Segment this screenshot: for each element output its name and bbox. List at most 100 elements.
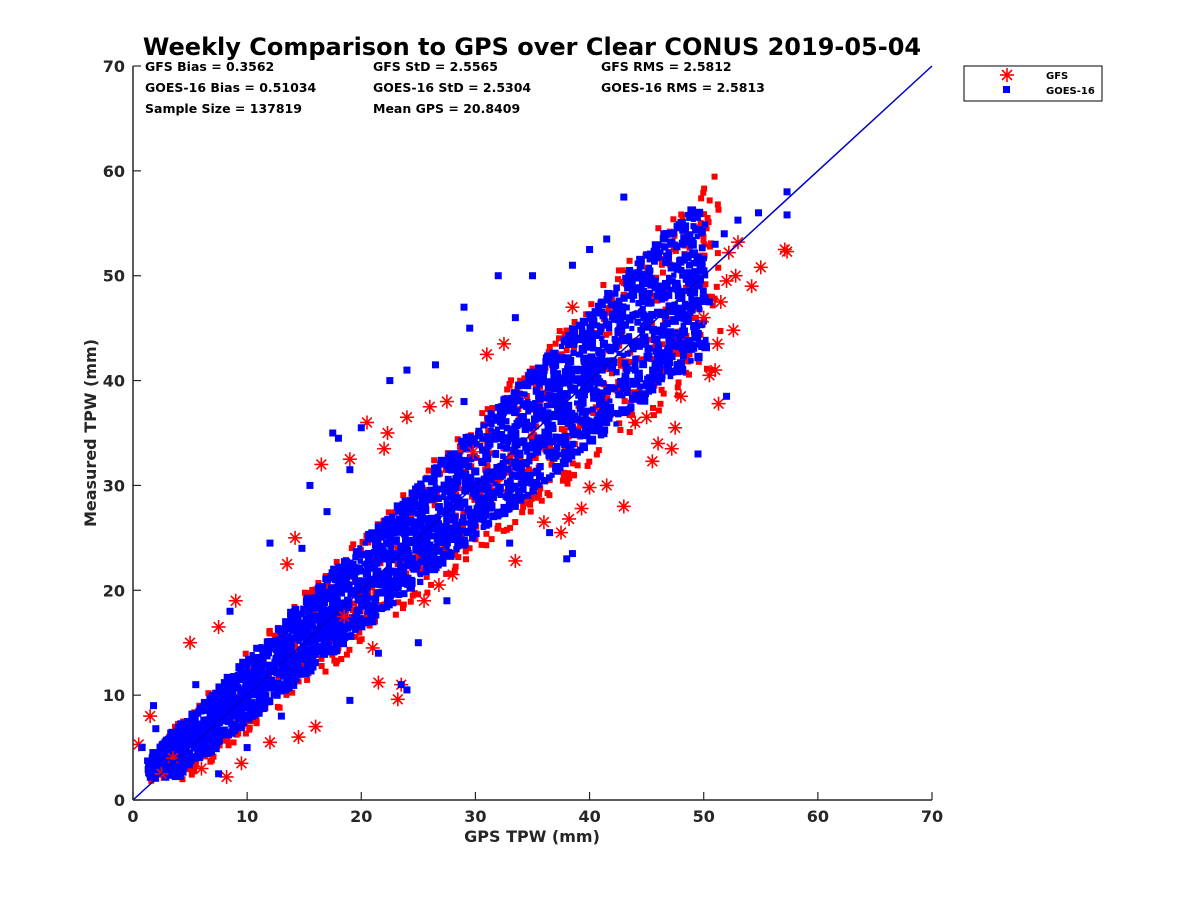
goes16-point — [192, 681, 200, 689]
gfs-point — [431, 578, 446, 593]
goes16-point — [374, 649, 382, 657]
x-tick-label: 20 — [350, 807, 372, 826]
goes16-point — [471, 492, 479, 500]
goes16-point — [226, 607, 234, 615]
gfs-point — [422, 399, 437, 414]
stat-goes-bias: GOES-16 Bias = 0.51034 — [145, 80, 316, 95]
axes: 0 10 20 30 40 50 60 70 0 10 20 30 40 50 60 70 — [103, 57, 943, 826]
goes16-point — [529, 272, 536, 280]
goes16-point — [694, 450, 702, 458]
gfs-point — [639, 410, 654, 425]
goes16-point — [150, 702, 158, 710]
gfs-point — [711, 396, 726, 411]
goes16-point — [511, 502, 519, 510]
stat-goes-std: GOES-16 StD = 2.5304 — [373, 80, 531, 95]
stat-gfs-std: GFS StD = 2.5565 — [373, 59, 498, 74]
goes16-series — [138, 188, 791, 778]
goes16-point — [660, 230, 668, 238]
gfs-point — [280, 557, 295, 572]
x-tick-label: 40 — [578, 807, 600, 826]
gfs-point — [496, 336, 511, 351]
gfs-point — [291, 730, 306, 745]
legend-box — [963, 65, 1103, 102]
gfs-point — [439, 394, 454, 409]
goes16-point — [568, 550, 576, 558]
y-tick-label: 0 — [114, 791, 125, 810]
y-tick-label: 30 — [103, 476, 125, 495]
goes16-point — [466, 324, 474, 332]
gfs-point — [365, 640, 380, 655]
goes16-point — [720, 230, 728, 238]
x-tick-label: 70 — [921, 807, 943, 826]
goes16-point — [620, 193, 628, 201]
gfs-point — [390, 692, 405, 707]
goes16-point — [603, 235, 611, 243]
gfs-point — [288, 530, 303, 545]
goes16-point — [414, 639, 422, 647]
y-tick-label: 10 — [103, 686, 125, 705]
gfs-point — [228, 593, 243, 608]
gfs-point — [730, 235, 745, 250]
legend-goes16-label: GOES-16 — [1046, 86, 1095, 97]
goes16-point — [346, 466, 354, 474]
legend-goes16-marker — [1003, 86, 1010, 93]
gfs-point — [696, 310, 711, 325]
goes16-point — [392, 550, 400, 558]
goes16-point — [386, 377, 394, 385]
goes16-point — [705, 298, 713, 306]
stats-annotations: GFS Bias = 0.3562 GOES-16 Bias = 0.51034… — [145, 59, 765, 116]
x-tick-label: 10 — [236, 807, 258, 826]
goes16-point — [403, 686, 411, 694]
gfs-point — [702, 368, 717, 383]
goes16-point — [591, 308, 599, 316]
gfs-point — [744, 279, 759, 294]
goes16-point — [460, 303, 468, 311]
y-tick-label: 40 — [103, 372, 125, 391]
gfs-point — [377, 441, 392, 456]
goes16-point — [243, 744, 251, 752]
x-tick-label: 30 — [464, 807, 486, 826]
gfs-point — [645, 454, 660, 469]
goes16-point — [643, 251, 651, 259]
goes16-point — [626, 266, 634, 274]
y-axis-label: Measured TPW (mm) — [81, 339, 100, 527]
gfs-point — [599, 478, 614, 493]
gfs-point — [574, 501, 589, 516]
goes16-point — [677, 256, 685, 264]
y-tick-label: 50 — [103, 267, 125, 286]
one-to-one-line — [132, 65, 933, 801]
gfs-point — [314, 457, 329, 472]
gfs-point — [777, 242, 792, 257]
gfs-point — [143, 709, 158, 724]
x-tick-label: 0 — [127, 807, 138, 826]
gfs-point — [342, 452, 357, 467]
goes16-point — [734, 216, 742, 224]
gfs-point — [616, 499, 631, 514]
goes16-point — [403, 366, 411, 374]
gfs-point — [673, 389, 688, 404]
gfs-point — [308, 719, 323, 734]
gfs-point — [628, 415, 643, 430]
goes16-point — [329, 429, 337, 437]
gfs-point — [565, 300, 580, 315]
stat-goes-rms: GOES-16 RMS = 2.5813 — [601, 80, 765, 95]
scatter-density-cloud — [144, 173, 724, 784]
goes16-point — [494, 272, 502, 280]
goes16-point — [755, 209, 763, 217]
gfs-point — [753, 260, 768, 275]
x-axis-label: GPS TPW (mm) — [464, 827, 600, 846]
gfs-point — [536, 515, 551, 530]
goes16-point — [138, 744, 146, 752]
gfs-point — [417, 593, 432, 608]
goes16-point — [460, 398, 468, 406]
gfs-point — [582, 480, 597, 495]
gfs-point — [479, 347, 494, 362]
goes16-point — [277, 712, 285, 720]
gfs-point — [726, 323, 741, 338]
goes16-point — [266, 539, 274, 547]
gfs-point — [445, 567, 460, 582]
gfs-point — [234, 756, 249, 771]
y-tick-label: 20 — [103, 581, 125, 600]
gfs-point — [337, 609, 352, 624]
